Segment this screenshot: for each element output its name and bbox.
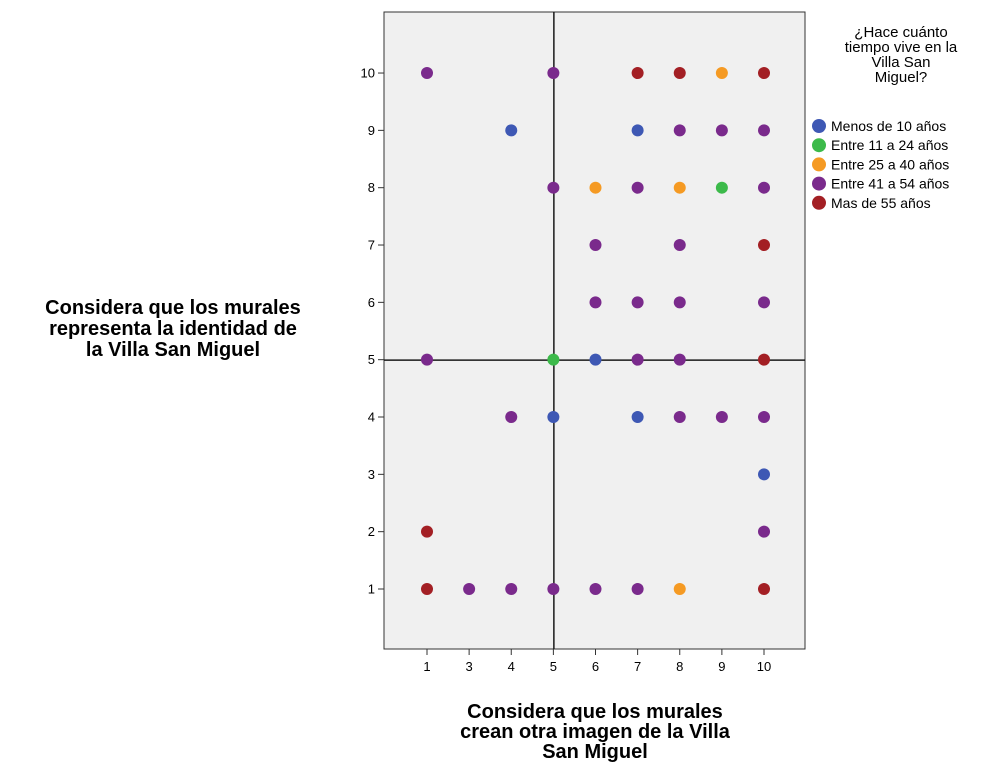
data-point <box>715 124 728 137</box>
data-point <box>758 67 770 80</box>
data-point <box>758 124 770 137</box>
data-point <box>758 296 770 309</box>
data-point <box>547 411 560 424</box>
data-point <box>589 181 602 194</box>
y-axis: 1 2 3 4 5 6 7 8 9 10 <box>361 66 384 597</box>
data-point <box>631 583 644 595</box>
data-point <box>463 583 476 595</box>
x-tick-label: 1 <box>423 659 430 674</box>
data-point <box>505 124 518 137</box>
y-tick-label: 7 <box>368 238 375 253</box>
data-point <box>758 583 770 595</box>
data-point <box>758 525 770 538</box>
data-point <box>547 583 560 595</box>
data-point <box>673 411 686 424</box>
data-point <box>758 353 770 366</box>
y-axis-title-text: Considera que los murales representa la i… <box>45 297 301 361</box>
y-tick-label: 8 <box>368 180 375 195</box>
data-point <box>758 181 770 194</box>
data-point <box>589 583 602 595</box>
data-point <box>715 181 728 194</box>
y-tick-label: 5 <box>368 352 375 367</box>
y-tick-label: 1 <box>368 582 375 597</box>
data-points <box>421 67 770 595</box>
data-point <box>758 468 770 481</box>
x-tick-label: 5 <box>550 659 557 674</box>
data-point <box>673 124 686 137</box>
x-axis-title: Considera que los murales crean otra imag… <box>460 701 731 763</box>
y-tick-label: 4 <box>368 410 375 425</box>
data-point <box>547 181 560 194</box>
legend-marker <box>812 195 826 210</box>
x-tick-label: 3 <box>466 659 473 674</box>
x-tick-label: 9 <box>718 659 725 674</box>
x-axis: 1 3 4 5 6 7 8 9 10 <box>423 649 771 674</box>
data-point <box>589 296 602 309</box>
y-tick-label: 9 <box>368 123 375 138</box>
data-point <box>673 353 686 366</box>
legend-label: Menos de 10 años <box>831 118 946 134</box>
data-point <box>673 583 686 595</box>
data-point <box>547 67 560 80</box>
data-point <box>715 411 728 424</box>
legend-label: Entre 11 a 24 años <box>831 137 948 153</box>
data-point <box>631 181 644 194</box>
data-point <box>589 239 602 252</box>
data-point <box>631 353 644 366</box>
y-tick-label: 6 <box>368 295 375 310</box>
data-point <box>631 411 644 424</box>
x-tick-label: 10 <box>757 659 771 674</box>
y-tick-label: 3 <box>368 467 375 482</box>
legend-marker <box>812 138 826 153</box>
legend-label: Entre 41 a 54 años <box>831 176 949 192</box>
data-point <box>589 353 602 366</box>
data-point <box>505 583 518 595</box>
x-tick-label: 7 <box>634 659 641 674</box>
data-point <box>421 353 433 366</box>
x-tick-label: 6 <box>592 659 599 674</box>
legend-marker <box>812 176 826 191</box>
data-point <box>758 239 770 252</box>
plot-area <box>383 11 806 650</box>
x-tick-label: 4 <box>508 659 515 674</box>
x-axis-title-text: Considera que los murales crean otra imag… <box>460 701 731 763</box>
legend: ¿Hace cuánto tiempo vive en la Villa San Mi… <box>812 24 958 211</box>
legend-label: Mas de 55 años <box>831 195 931 211</box>
data-point <box>631 67 644 80</box>
legend-marker <box>812 119 826 133</box>
data-point <box>673 181 686 194</box>
data-point <box>715 67 728 80</box>
data-point <box>547 353 560 366</box>
data-point <box>631 124 644 137</box>
data-point <box>673 296 686 309</box>
legend-marker <box>812 157 826 172</box>
data-point <box>421 67 433 80</box>
data-point <box>673 67 686 80</box>
data-point <box>421 583 433 595</box>
data-point <box>758 411 770 424</box>
legend-label: Entre 25 a 40 años <box>831 156 949 172</box>
data-point <box>631 296 644 309</box>
legend-title: ¿Hace cuánto tiempo vive en la Villa San Mi… <box>845 24 958 86</box>
data-point <box>673 239 686 252</box>
y-tick-label: 10 <box>361 66 375 81</box>
data-point <box>505 411 518 424</box>
y-axis-title: Considera que los murales representa la i… <box>45 297 301 361</box>
y-tick-label: 2 <box>368 524 375 539</box>
data-point <box>421 525 433 538</box>
x-tick-label: 8 <box>676 659 683 674</box>
